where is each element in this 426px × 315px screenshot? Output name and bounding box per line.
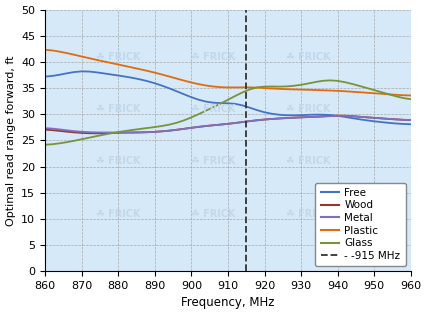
Glass: [407, 97, 412, 101]
Text: ☘ FRICK: ☘ FRICK: [191, 156, 235, 166]
Glass: [123, 129, 128, 133]
Free: [167, 87, 172, 90]
Metal: [334, 114, 340, 118]
Legend: Free, Wood, Metal, Plastic, Glass, - -915 MHz: Free, Wood, Metal, Plastic, Glass, - -91…: [314, 182, 405, 266]
Plastic: [42, 48, 47, 52]
Wood: [312, 115, 317, 119]
Metal: [167, 129, 172, 133]
Wood: [159, 129, 164, 133]
Glass: [327, 78, 332, 82]
Plastic: [305, 88, 310, 92]
Wood: [400, 118, 405, 122]
Metal: [312, 115, 317, 119]
Free: [407, 122, 412, 126]
Metal: [42, 126, 47, 130]
Wood: [334, 114, 340, 117]
Line: Metal: Metal: [45, 116, 410, 133]
Text: ☘ FRICK: ☘ FRICK: [96, 104, 140, 114]
Text: ☘ FRICK: ☘ FRICK: [191, 209, 235, 219]
X-axis label: Frequency, MHz: Frequency, MHz: [181, 296, 274, 309]
Line: Plastic: Plastic: [45, 50, 410, 95]
Plastic: [159, 73, 164, 77]
Plastic: [123, 64, 128, 68]
Plastic: [152, 71, 157, 75]
Line: Free: Free: [45, 72, 410, 124]
Text: ☘ FRICK: ☘ FRICK: [191, 52, 235, 62]
Glass: [305, 82, 310, 85]
Wood: [42, 128, 47, 132]
Text: ☘ FRICK: ☘ FRICK: [96, 52, 140, 62]
Metal: [407, 118, 412, 122]
Wood: [167, 129, 172, 133]
Line: Wood: Wood: [45, 116, 410, 133]
Text: ☘ FRICK: ☘ FRICK: [286, 52, 330, 62]
Glass: [400, 96, 405, 100]
Plastic: [283, 87, 288, 91]
Wood: [291, 116, 296, 120]
Text: ☘ FRICK: ☘ FRICK: [286, 209, 330, 219]
Free: [291, 113, 296, 117]
Metal: [291, 116, 296, 120]
Metal: [159, 129, 164, 133]
Metal: [400, 118, 405, 122]
Text: ☘ FRICK: ☘ FRICK: [96, 209, 140, 219]
Line: Glass: Glass: [45, 80, 410, 145]
Free: [159, 84, 164, 88]
Plastic: [400, 93, 405, 97]
Plastic: [407, 94, 412, 97]
Metal: [115, 131, 121, 135]
Free: [79, 70, 84, 73]
Text: ☘ FRICK: ☘ FRICK: [191, 104, 235, 114]
Free: [42, 75, 47, 78]
Glass: [283, 84, 288, 88]
Free: [400, 122, 405, 126]
Wood: [130, 131, 135, 135]
Glass: [42, 143, 47, 147]
Wood: [93, 131, 98, 135]
Glass: [152, 125, 157, 129]
Wood: [407, 118, 412, 122]
Glass: [159, 124, 164, 128]
Text: ☘ FRICK: ☘ FRICK: [286, 156, 330, 166]
Free: [312, 113, 317, 117]
Text: ☘ FRICK: ☘ FRICK: [96, 156, 140, 166]
Text: ☘ FRICK: ☘ FRICK: [286, 104, 330, 114]
Metal: [130, 131, 135, 135]
Free: [130, 76, 135, 80]
Y-axis label: Optimal read range forward, ft: Optimal read range forward, ft: [6, 55, 15, 226]
